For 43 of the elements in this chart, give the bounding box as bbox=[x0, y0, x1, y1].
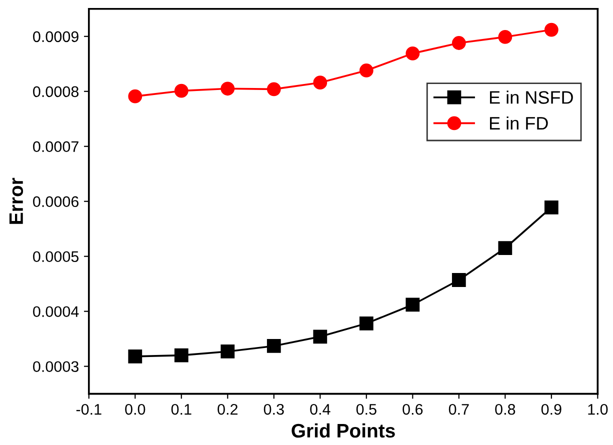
point bbox=[174, 348, 188, 362]
y-tick-label: 0.0008 bbox=[33, 86, 79, 98]
y-tick-label: 0.0003 bbox=[33, 361, 78, 372]
point bbox=[544, 200, 558, 214]
x-tick-label: 0.9 bbox=[541, 404, 562, 415]
x-tick-label: 0.1 bbox=[171, 404, 192, 415]
point bbox=[452, 36, 466, 50]
point bbox=[544, 22, 558, 37]
y-axis-title: Error bbox=[9, 178, 24, 224]
x-tick-label: 0.5 bbox=[356, 404, 376, 415]
x-tick-label: 0.3 bbox=[264, 404, 284, 415]
point bbox=[266, 82, 281, 96]
point bbox=[313, 76, 328, 90]
point bbox=[220, 82, 235, 96]
y-tick-label: 0.0007 bbox=[33, 141, 78, 152]
x-axis-title: Grid Points bbox=[292, 423, 395, 438]
x-tick-label: -0.1 bbox=[76, 404, 102, 415]
point bbox=[128, 89, 142, 104]
y-tick-label: 0.0009 bbox=[33, 31, 78, 42]
point bbox=[498, 241, 512, 256]
point bbox=[220, 344, 235, 358]
point bbox=[266, 339, 281, 353]
point bbox=[406, 46, 420, 60]
x-tick-label: 0.4 bbox=[310, 404, 330, 415]
legend-label: E in NSFD bbox=[490, 90, 573, 104]
x-tick-label: 0.7 bbox=[448, 404, 469, 415]
point bbox=[452, 273, 466, 287]
x-tick-label: 1.0 bbox=[588, 404, 608, 415]
y-tick-label: 0.0005 bbox=[33, 251, 79, 262]
y-tick-label: 0.0004 bbox=[33, 306, 79, 318]
point bbox=[359, 64, 374, 78]
point bbox=[128, 349, 142, 364]
point bbox=[406, 298, 420, 312]
x-tick-label: 0.6 bbox=[402, 404, 423, 415]
x-tick-label: 0.8 bbox=[495, 404, 516, 415]
point bbox=[313, 330, 328, 344]
point bbox=[498, 30, 512, 44]
y-tick-label: 0.0006 bbox=[33, 196, 78, 208]
x-tick-label: 0.0 bbox=[125, 404, 146, 415]
point bbox=[174, 84, 188, 98]
x-tick-label: 0.2 bbox=[218, 404, 238, 415]
point bbox=[359, 316, 374, 330]
legend-label: E in FD bbox=[490, 116, 548, 130]
